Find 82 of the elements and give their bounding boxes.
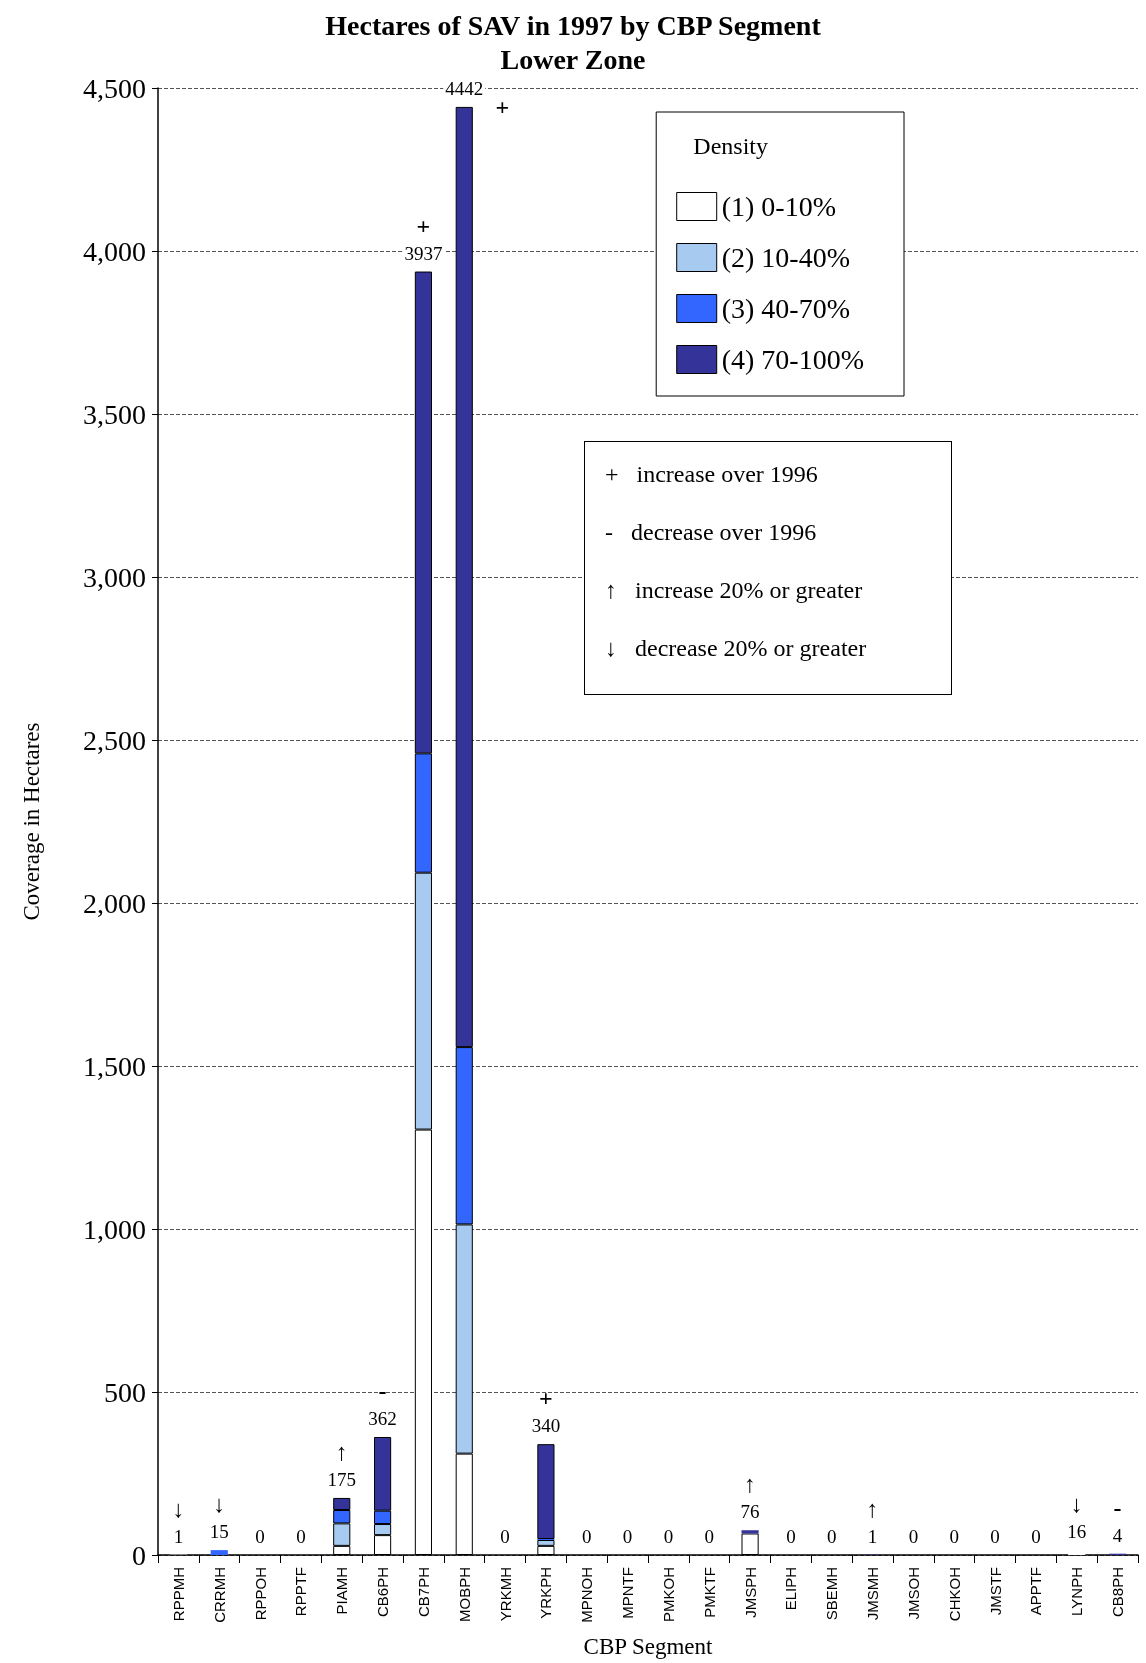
x-tick-label: ELIPH	[782, 1567, 800, 1611]
annotation: ↑	[744, 1471, 757, 1498]
x-tick-label: CB8PH	[1109, 1567, 1127, 1618]
x-tick-label: JMSOH	[904, 1567, 922, 1620]
legend-label: (3) 40-70%	[721, 293, 850, 324]
annotation: + increase over 1996	[605, 460, 819, 489]
total-label: 4442	[445, 77, 484, 99]
total-label: 0	[622, 1526, 633, 1547]
total-label: 0	[786, 1526, 796, 1547]
total-label: 0	[500, 1526, 510, 1547]
total-label: 0	[908, 1526, 919, 1547]
annotation: ↓	[213, 1491, 226, 1518]
x-tick-label: RPPTF	[292, 1567, 310, 1617]
x-tick-label: SBEMH	[823, 1567, 841, 1621]
x-tick-label: PIAMH	[333, 1567, 351, 1615]
y-tick-label: 4,000	[83, 235, 146, 267]
y-tick-label: 0	[132, 1539, 146, 1571]
y-tick-label: 2,000	[83, 887, 146, 919]
x-tick-label: JMSPH	[741, 1567, 759, 1618]
total-label: 0	[990, 1526, 1000, 1547]
x-tick-label: YRKMH	[496, 1567, 514, 1622]
y-tick-label: 1,000	[83, 1213, 146, 1245]
annotation: ↓ decrease 20% or greater	[605, 634, 868, 663]
annotation: +	[539, 1385, 553, 1412]
x-tick-label: CB6PH	[374, 1567, 392, 1618]
legend-label: (4) 70-100%	[721, 344, 864, 375]
x-tick-label: CB7PH	[414, 1567, 432, 1618]
total-label: 0	[827, 1526, 837, 1547]
x-tick-label: PMKTF	[700, 1567, 718, 1618]
total-label: 4	[1112, 1524, 1123, 1546]
legend-title: Density	[693, 133, 769, 159]
total-label: 15	[209, 1521, 229, 1543]
annotation: -	[1113, 1494, 1122, 1521]
annotation: -	[378, 1377, 387, 1404]
y-axis-title: Coverage in Hectares	[19, 722, 44, 921]
x-tick-label: MOBPH	[455, 1567, 473, 1623]
x-tick-label: APPTF	[1027, 1567, 1045, 1616]
y-tick-label: 3,000	[83, 561, 146, 593]
annotation: ↓	[1070, 1490, 1083, 1517]
x-tick-label: RPPOH	[251, 1567, 269, 1621]
total-label: 0	[582, 1526, 592, 1547]
annotation: ↑	[866, 1495, 879, 1522]
y-tick-label: 2,500	[83, 724, 146, 756]
x-tick-label: MPNOH	[578, 1567, 596, 1623]
annotation: +	[416, 212, 431, 239]
total-label: 175	[327, 1468, 356, 1490]
total-label: 1	[867, 1525, 878, 1547]
total-label: 0	[1031, 1526, 1041, 1547]
x-tick-label: MPNTF	[619, 1567, 637, 1619]
total-label: 76	[740, 1501, 760, 1523]
annotation: ↑ increase 20% or greater	[605, 576, 864, 605]
x-tick-label: LYNPH	[1068, 1567, 1086, 1616]
total-label: 0	[704, 1526, 714, 1547]
annotation: ↓	[172, 1495, 185, 1522]
total-label: 16	[1067, 1520, 1087, 1542]
y-tick-label: 500	[104, 1376, 146, 1408]
x-axis-title: CBP Segment	[583, 1634, 714, 1659]
legend-label: (2) 10-40%	[721, 242, 850, 273]
total-label: 0	[255, 1526, 265, 1547]
x-tick-label: JMSTF	[986, 1567, 1004, 1616]
y-tick-label: 1,500	[83, 1050, 146, 1082]
y-tick-label: 4,500	[83, 72, 146, 104]
y-tick-label: 3,500	[83, 398, 146, 430]
total-label: 0	[949, 1526, 959, 1547]
total-label: 1	[173, 1525, 184, 1547]
total-label: 340	[531, 1415, 561, 1437]
x-tick-label: PMKOH	[659, 1567, 677, 1623]
chart-title: Hectares of SAV in 1997 by CBP Segment	[325, 9, 822, 41]
total-label: 3937	[404, 242, 443, 264]
total-label: 0	[296, 1526, 306, 1547]
legend-label: (1) 0-10%	[721, 191, 836, 222]
total-label: 362	[368, 1407, 397, 1429]
annotation: - decrease over 1996	[605, 518, 818, 547]
x-tick-label: CHKOH	[945, 1567, 963, 1622]
x-tick-label: YRKPH	[537, 1567, 555, 1619]
x-tick-label: JMSMH	[864, 1567, 882, 1621]
total-label: 0	[663, 1526, 674, 1547]
annotation: +	[495, 93, 510, 120]
chart-subtitle: Lower Zone	[500, 43, 646, 75]
x-tick-label: RPPMH	[169, 1567, 187, 1622]
annotation: ↑	[335, 1438, 348, 1465]
x-tick-label: CRRMH	[210, 1567, 228, 1623]
